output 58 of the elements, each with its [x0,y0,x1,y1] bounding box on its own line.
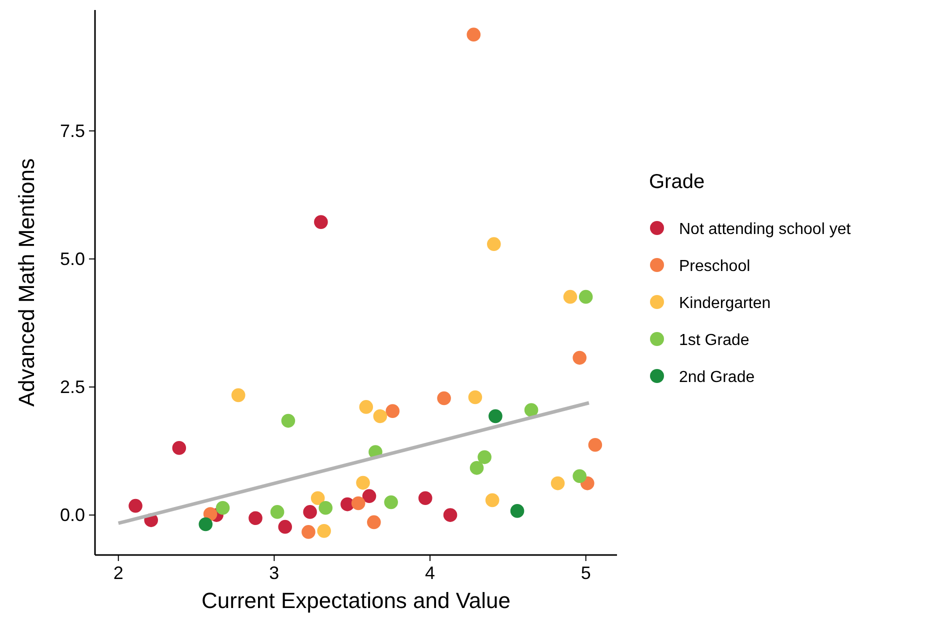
point [485,493,500,508]
point [278,520,292,534]
point [302,525,316,539]
point [318,500,333,515]
point [486,237,501,251]
point [359,400,374,414]
point [356,476,370,490]
point [281,414,296,428]
point [572,350,587,365]
legend-label: Preschool [679,258,750,275]
point [550,476,565,490]
point [351,496,366,510]
point [470,461,484,475]
point [437,391,451,406]
point [303,505,317,519]
point [418,491,432,506]
point [578,290,593,304]
y-tick-label: 2.5 [60,376,85,397]
y-axis-title: Advanced Math Mentions [14,158,39,407]
point [373,409,388,424]
x-tick-label: 2 [113,563,124,583]
point [524,403,538,417]
x-tick-label: 3 [269,563,280,583]
point [468,390,482,404]
point [248,511,262,526]
legend-label: Not attending school yet [679,221,852,238]
point [466,28,481,42]
point [216,500,230,515]
point [384,495,398,510]
point [362,489,376,503]
point [443,508,458,522]
point [588,438,602,452]
legend-label: Kindergarten [679,295,771,312]
point [488,409,502,424]
point [478,450,492,464]
point [172,441,186,455]
point [203,507,218,521]
point [572,469,587,484]
point [231,388,246,402]
point [510,504,524,518]
x-tick-label: 5 [580,563,591,583]
point [386,404,400,418]
legend-label: 1st Grade [679,332,750,349]
point [317,524,331,538]
x-tick-label: 4 [425,563,436,583]
y-tick-label: 0.0 [60,505,85,526]
point [198,517,213,532]
y-tick-label: 7.5 [60,120,85,141]
point [367,515,381,530]
legend-title: Grade [649,171,705,193]
legend-label: 2nd Grade [679,369,755,386]
x-axis-title: Current Expectations and Value [202,588,510,613]
point [310,491,325,506]
point [270,505,284,519]
point [128,498,142,513]
point [563,290,578,304]
y-tick-label: 5.0 [60,248,85,269]
point [314,215,328,229]
